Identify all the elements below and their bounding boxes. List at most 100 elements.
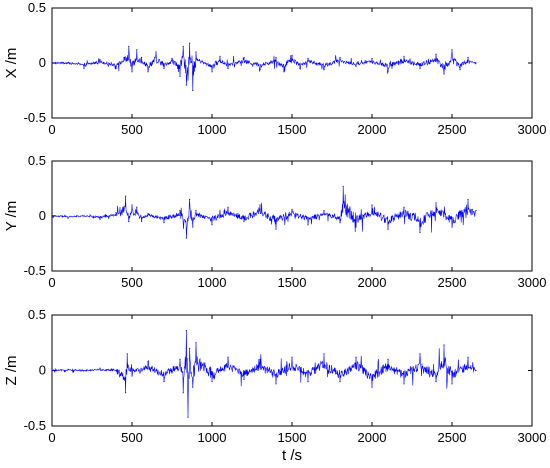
data-point (403, 206, 405, 208)
data-point (291, 54, 293, 56)
plot-frame (51, 314, 533, 427)
data-point (291, 208, 293, 210)
data-point (259, 69, 261, 71)
data-point (131, 375, 133, 377)
data-point (323, 69, 325, 71)
data-point (355, 65, 357, 67)
data-point (163, 381, 165, 383)
y-tick-label: 0.5 (28, 307, 46, 322)
data-point (227, 356, 229, 358)
data-point (126, 353, 128, 355)
data-point (323, 353, 325, 355)
y-tick-label: -0.5 (24, 418, 46, 433)
data-point (192, 89, 194, 92)
data-point (99, 59, 101, 61)
y-tick-label: 0 (39, 55, 46, 70)
x-tick-label: 0 (48, 430, 55, 445)
x-tick-label: 500 (121, 275, 143, 290)
data-point (419, 231, 421, 234)
data-point (307, 58, 309, 60)
x-tick-label: 1000 (198, 122, 227, 137)
data-point (182, 45, 184, 48)
x-tick-label: 3000 (518, 430, 547, 445)
data-point (195, 342, 197, 344)
data-point (299, 67, 301, 70)
data-point (219, 55, 221, 58)
data-point (192, 226, 194, 228)
y-tick-label: 0.5 (28, 0, 46, 15)
data-point (203, 62, 205, 64)
data-point (141, 220, 143, 223)
x-tick-label: 1500 (278, 122, 307, 137)
data-point (307, 224, 309, 226)
data-point (339, 56, 341, 59)
data-point (187, 416, 189, 418)
data-point (243, 220, 245, 223)
data-point (115, 212, 117, 214)
data-point (323, 209, 325, 212)
data-point (67, 368, 69, 370)
data-point (467, 198, 469, 201)
data-point (99, 218, 101, 220)
x-tick-label: 0 (48, 275, 55, 290)
data-point (259, 358, 261, 360)
y-tick-label: -0.5 (24, 110, 46, 125)
data-point (243, 56, 245, 59)
y-axis-label: Y /m (3, 201, 20, 232)
data-point (435, 202, 437, 204)
data-point (419, 353, 421, 355)
data-point (185, 329, 187, 332)
data-point (451, 49, 453, 51)
data-point (51, 369, 53, 372)
data-point (185, 237, 187, 239)
data-point (283, 71, 285, 73)
data-point (195, 51, 197, 53)
data-point (99, 367, 101, 369)
data-point (131, 71, 133, 73)
data-point (211, 381, 213, 383)
data-point (163, 222, 165, 224)
data-point (125, 195, 127, 197)
data-point (83, 369, 85, 372)
data-point (275, 228, 277, 230)
data-point (475, 62, 477, 64)
data-point (189, 42, 191, 44)
data-point (435, 53, 437, 55)
data-point (243, 378, 245, 380)
data-point (259, 204, 261, 206)
data-point (136, 49, 138, 51)
data-point (275, 56, 277, 59)
data-point (131, 204, 133, 206)
data-point (192, 386, 194, 388)
data-point (67, 62, 69, 64)
data-point (371, 58, 373, 60)
data-point (387, 71, 389, 73)
data-point (443, 344, 445, 346)
subplot-1: 0 500 1000 1500 2000 2500 3000-0.500.5X /m (3, 0, 546, 137)
data-point (387, 228, 389, 230)
data-point (451, 383, 453, 385)
data-point (195, 209, 197, 212)
data-point (136, 206, 138, 208)
data-point (163, 67, 165, 70)
plot-frame (51, 7, 533, 119)
data-point (179, 209, 181, 212)
data-point (147, 213, 149, 215)
data-point (182, 392, 184, 394)
data-point (435, 381, 437, 383)
data-point (211, 224, 213, 226)
data-point (51, 215, 53, 217)
data-point (307, 381, 309, 383)
data-point (179, 75, 181, 77)
data-point (128, 220, 130, 223)
x-tick-label: 1500 (278, 430, 307, 445)
data-point (171, 58, 173, 60)
data-point (475, 369, 477, 372)
data-point (147, 361, 149, 363)
data-point (419, 67, 421, 70)
data-point (189, 198, 191, 201)
data-point (147, 71, 149, 73)
data-point (371, 386, 373, 388)
y-tick-label: 0 (39, 208, 46, 223)
